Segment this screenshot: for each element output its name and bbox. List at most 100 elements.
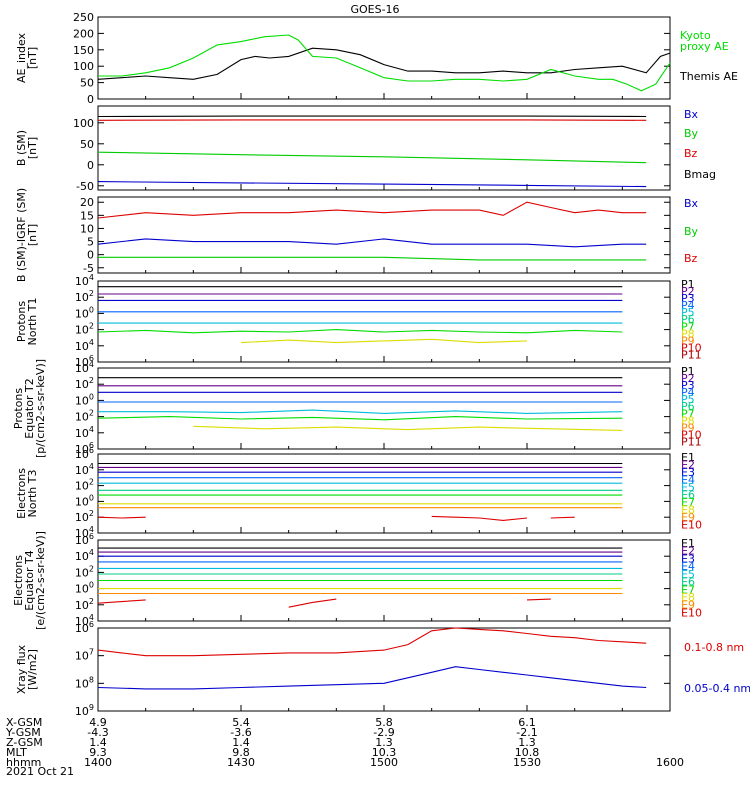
legend-entry: P3 <box>681 379 695 392</box>
y-tick-label: 0 <box>87 249 94 262</box>
legend-entry: Bx <box>684 108 699 121</box>
legend-entry: E3 <box>681 466 695 479</box>
legend-entry: P9 <box>681 421 695 434</box>
legend-entry: P7 <box>681 407 695 420</box>
legend-entry: P2 <box>681 372 695 385</box>
y-tick-label: 100 <box>75 581 94 596</box>
ephemeris-value: 1.3 <box>375 736 393 749</box>
legend-entry: P6 <box>681 400 695 413</box>
y-tick-exponent: 0 <box>89 581 94 590</box>
y-axis-label: [e/(cm2-s-sr-keV)] <box>34 531 47 630</box>
legend-entry: Bx <box>684 197 699 210</box>
y-axis-label: [nT] <box>26 47 39 69</box>
y-tick-label: 107 <box>75 648 94 663</box>
y-tick-label: 106 <box>75 446 94 461</box>
y-axis-label: Electrons <box>12 555 25 606</box>
legend-entry: P7 <box>681 320 695 333</box>
series-line <box>550 516 575 519</box>
series-line <box>97 599 146 604</box>
y-tick-label: 102 <box>75 509 94 524</box>
legend-entry: P4 <box>681 299 695 312</box>
y-tick-label: 100 <box>75 493 94 508</box>
y-tick-exponent: 9 <box>89 703 94 712</box>
y-tick-exponent: 2 <box>89 289 94 298</box>
ephemeris-value: 6.1 <box>518 716 536 729</box>
legend-entry: E7 <box>681 496 695 509</box>
legend-entry: E6 <box>681 576 695 589</box>
y-tick-exponent: 2 <box>89 376 94 385</box>
ephemeris-row-label: Z-GSM <box>6 736 43 749</box>
y-tick-label: 102 <box>75 597 94 612</box>
ephemeris-value: -2.1 <box>516 726 537 739</box>
y-tick-exponent: 2 <box>89 478 94 487</box>
y-axis-label: North T3 <box>26 470 39 518</box>
y-axis-label: Equator T4 <box>23 550 36 610</box>
y-tick-label: 104 <box>75 273 94 288</box>
y-tick-label: 104 <box>75 548 94 563</box>
legend-entry: E7 <box>681 583 695 596</box>
legend-entry: E4 <box>681 474 695 487</box>
ephemeris-value: 1400 <box>84 756 112 769</box>
y-tick-label: 0 <box>87 159 94 172</box>
y-axis-label: [nT] <box>26 224 39 246</box>
legend-entry: E6 <box>681 489 695 502</box>
y-tick-exponent: 4 <box>89 425 94 434</box>
figure-title: GOES-16 <box>350 3 399 16</box>
y-tick-label: 102 <box>75 564 94 579</box>
panel-bsm: -50 0 50 100 B (SM)[nT] Bx By Bz Bmag <box>15 105 716 193</box>
panel-frame <box>97 16 671 100</box>
legend-entry: proxy AE <box>680 40 729 53</box>
panel-frame <box>97 367 671 450</box>
y-tick-label: 100 <box>75 305 94 320</box>
ephemeris-value: 4.9 <box>89 716 107 729</box>
y-axis-label: [p/(cm2-s-sr-keV)] <box>34 359 47 458</box>
legend-entry: E8 <box>681 504 695 517</box>
y-tick-exponent: 6 <box>89 532 94 541</box>
y-tick-exponent: 4 <box>89 338 94 347</box>
y-tick-label: 106 <box>75 532 94 547</box>
ephemeris-value: -4.3 <box>87 726 108 739</box>
series-line <box>97 516 146 519</box>
legend-entry: 0.1-0.8 nm <box>684 641 744 654</box>
panel-frame <box>97 453 671 534</box>
panel-frame <box>97 280 671 363</box>
y-tick-label: 100 <box>75 392 94 407</box>
y-axis-label: Xray flux <box>15 644 28 694</box>
legend-entry: Kyoto <box>680 29 711 42</box>
y-tick-exponent: 0 <box>89 493 94 502</box>
y-axis-label: AE_index <box>15 32 28 83</box>
legend-entry: P5 <box>681 306 695 319</box>
y-tick-label: 102 <box>75 376 94 391</box>
y-tick-label: 104 <box>75 425 94 440</box>
ephemeris-row-label: MLT <box>6 746 27 759</box>
y-tick-label: 15 <box>80 209 94 222</box>
series-line <box>526 598 551 601</box>
legend-entry: E4 <box>681 560 695 573</box>
y-tick-exponent: 8 <box>89 675 94 684</box>
ephemeris-row-label: Y-GSM <box>5 726 41 739</box>
legend-entry: Themis AE <box>679 70 738 83</box>
series-line <box>97 666 647 690</box>
y-axis-label: Equator T2 <box>23 378 36 438</box>
series-line <box>97 181 647 188</box>
series-line <box>193 425 623 431</box>
legend-entry: P8 <box>681 414 695 427</box>
y-axis-label: Protons <box>12 388 25 429</box>
legend-entry: E9 <box>681 599 695 612</box>
y-axis-label: B (SM) <box>15 130 28 166</box>
legend-entry: P3 <box>681 292 695 305</box>
panel-frame <box>97 627 671 712</box>
y-tick-exponent: 4 <box>89 462 94 471</box>
y-tick-exponent: 2 <box>89 564 94 573</box>
legend-entry: E2 <box>681 545 695 558</box>
legend-entry: Bmag <box>684 168 716 181</box>
legend-entry: E1 <box>681 537 695 550</box>
legend-entry: By <box>684 225 699 238</box>
y-axis-label: Protons <box>15 301 28 342</box>
y-tick-exponent: 6 <box>89 441 94 450</box>
y-tick-label: 200 <box>73 27 94 40</box>
